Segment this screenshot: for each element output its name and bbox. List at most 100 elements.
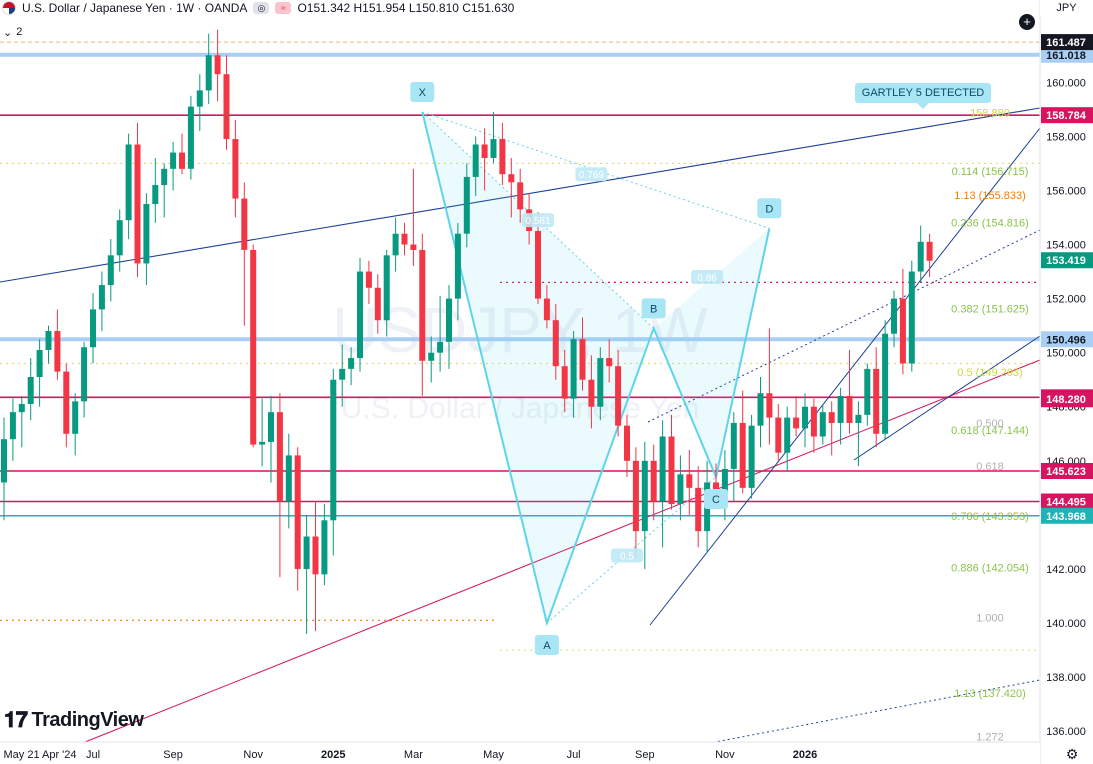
ratio-label-text: 0.581 (525, 216, 550, 227)
candle-body (339, 368, 346, 380)
candle-body (357, 271, 363, 359)
candle-body (401, 233, 408, 245)
candle-body (784, 417, 791, 453)
candle-body (739, 422, 746, 488)
fib-label: 0.114 (156.715) (952, 166, 1029, 178)
gartley-label: GARTLEY 5 DETECTED (855, 83, 991, 109)
price-axis-bg (1040, 0, 1093, 764)
time-tick: 2026 (793, 749, 817, 761)
fib-label: 1.13 (155.833) (954, 190, 1026, 202)
candle-body (348, 358, 355, 369)
candle-body (9, 412, 16, 440)
pattern-point-box (757, 198, 782, 219)
fib-label: 1.272 (976, 732, 1004, 744)
candle-body (517, 182, 524, 210)
price-tick: 154.000 (1046, 240, 1086, 252)
ratio-label-text: 0.769 (579, 170, 604, 181)
candle-body (552, 320, 559, 367)
time-tick: Sep (635, 749, 655, 761)
candle-body (508, 174, 515, 183)
fib-label: 1.000 (976, 613, 1004, 625)
candle-body (143, 203, 150, 264)
candle-body (187, 106, 194, 169)
candle-body (837, 395, 844, 423)
time-tick: 2025 (321, 749, 345, 761)
candle-body (757, 393, 764, 426)
indicator-toggle[interactable]: ⌄ 2 (0, 24, 30, 40)
candle-body (597, 358, 604, 407)
price-badge (1041, 391, 1093, 408)
fib-label: 0.618 (976, 461, 1004, 473)
pattern-point-box (534, 635, 559, 656)
price-tick: 140.000 (1046, 618, 1086, 630)
candle-body (134, 144, 141, 264)
price-badge (1041, 34, 1093, 51)
candle-body (179, 152, 185, 169)
fib-label: 0.886 (142.054) (951, 563, 1029, 575)
symbol-title[interactable]: U.S. Dollar / Japanese Yen · 1W · OANDA (22, 1, 248, 15)
fib-label: 0.236 (154.816) (951, 217, 1029, 229)
candle-body (463, 176, 470, 234)
candle-body (819, 412, 826, 437)
candle-body (196, 90, 203, 107)
candle-body (632, 460, 639, 532)
candle-body (232, 139, 239, 199)
candle-body (882, 333, 889, 434)
price-badge (1041, 493, 1093, 510)
price-badge (1041, 252, 1093, 269)
candle-body (90, 309, 96, 348)
chart-header: U.S. Dollar / Japanese Yen · 1W · OANDA … (0, 0, 514, 16)
time-axis-bg (0, 742, 1040, 764)
price-tick: 152.000 (1046, 294, 1086, 306)
pattern-xd (422, 111, 770, 229)
candle-body (802, 406, 808, 429)
pattern-point-box (704, 489, 728, 510)
level-band (0, 337, 1040, 342)
candle-body (152, 185, 159, 204)
candle-body (659, 436, 666, 502)
candle-body (650, 460, 657, 502)
settings-gear-icon[interactable]: ⚙ (1065, 746, 1079, 762)
trend-line (649, 127, 1041, 626)
candle-body (250, 249, 257, 445)
candle-body (891, 298, 897, 334)
ratio-label-box (522, 213, 554, 228)
price-badge (1041, 507, 1093, 524)
price-tick: 142.000 (1046, 564, 1086, 576)
logo-text: TradingView (31, 708, 144, 731)
usd-jpy-flag-icon (2, 1, 16, 15)
time-tick: Jul (567, 749, 581, 761)
candle-body (321, 520, 328, 575)
currency-selector[interactable]: JPY (1040, 0, 1093, 16)
candle-body (615, 366, 622, 426)
candle-body (499, 139, 506, 175)
candle-body (748, 425, 755, 488)
candle-body (116, 220, 123, 256)
candle-body (606, 358, 613, 367)
candle-body (775, 417, 782, 453)
wave-icon[interactable]: ≈ (275, 2, 292, 14)
candle-body (63, 371, 70, 434)
candle-body (276, 412, 283, 502)
compare-icon[interactable]: ◎ (253, 2, 270, 14)
candle-body (677, 474, 684, 505)
price-badge-text: 158.784 (1046, 110, 1087, 122)
candle-body (543, 298, 550, 321)
ohlc-values: O151.342 H151.954 L150.810 C151.630 (297, 1, 515, 15)
price-badge (1041, 46, 1093, 63)
price-tick: 156.000 (1046, 185, 1086, 197)
price-badge-text: 144.495 (1046, 497, 1086, 509)
add-alert-plus-icon[interactable]: + (1019, 14, 1035, 30)
pattern-point-box (410, 82, 435, 103)
tradingview-logo: 𝟏𝟕 TradingView (4, 707, 144, 732)
candle-body (721, 468, 728, 496)
candle-body (846, 395, 853, 423)
candle-body (81, 347, 88, 402)
time-tick: May (483, 749, 504, 761)
time-tick: Sep (163, 749, 183, 761)
time-tick: Nov (715, 749, 735, 761)
candle-body (695, 487, 702, 532)
candle-body (285, 455, 292, 502)
